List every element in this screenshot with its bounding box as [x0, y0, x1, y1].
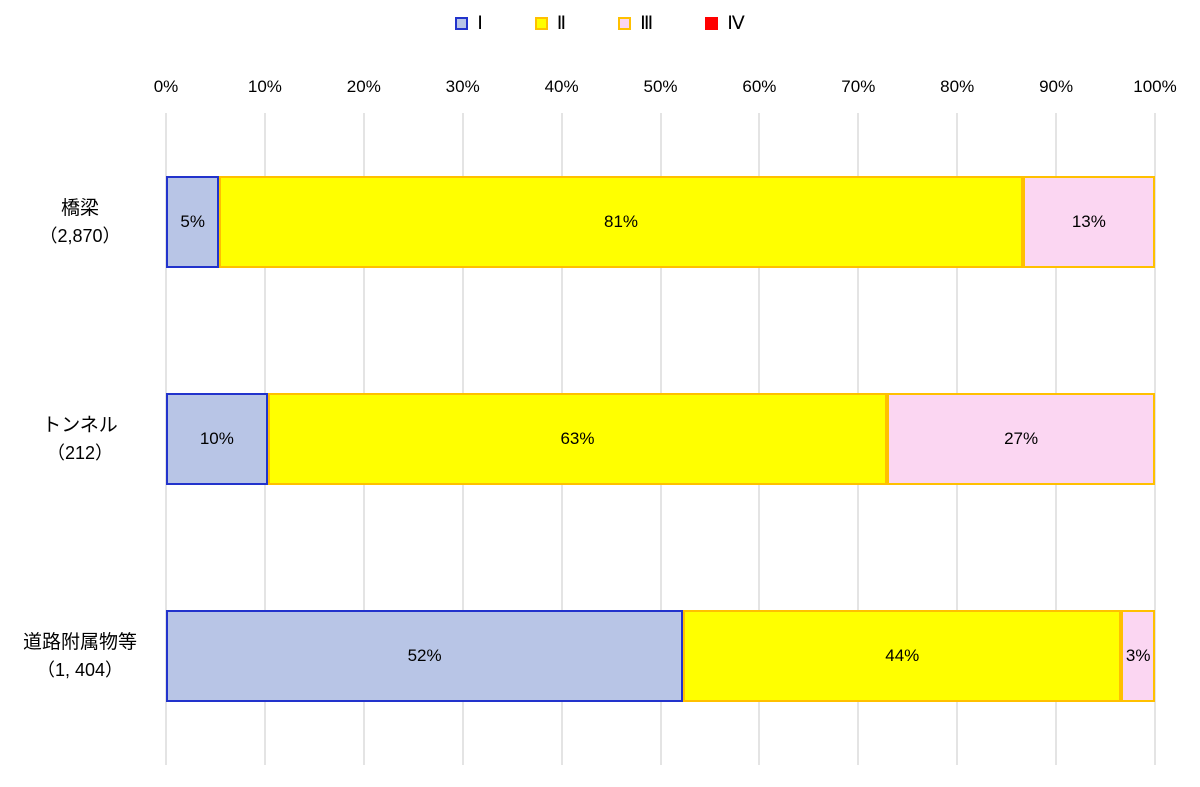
category-name: トンネル [42, 414, 118, 436]
bar-segment-class1: 52% [166, 610, 684, 703]
legend-label: Ⅳ [727, 13, 745, 34]
legend-label: Ⅲ [640, 13, 654, 34]
legend-swatch-pink-icon [618, 17, 632, 30]
x-axis-tick: 100% [1133, 77, 1177, 96]
bar-rows: 5% 81% 13% 10% 63% [166, 113, 1156, 765]
bar-segment-class3: 3% [1121, 610, 1155, 703]
x-axis-tick: 20% [346, 77, 381, 96]
segment-value-label: 44% [885, 646, 920, 666]
chart-legend: Ⅰ Ⅱ Ⅲ Ⅳ [0, 14, 1200, 33]
x-axis-tick: 40% [544, 77, 579, 96]
bar-segment-class3: 13% [1022, 175, 1155, 268]
legend-item-3: Ⅲ [618, 14, 653, 33]
category-count: （212） [46, 442, 114, 463]
x-axis-tick: 10% [247, 77, 282, 96]
bar-row-tunnels: 10% 63% 27% [166, 330, 1156, 547]
bar-row-bridges: 5% 81% 13% [166, 113, 1155, 330]
category-label-road-attachments: 道路附属物等 （1, 404） [0, 548, 160, 765]
segment-value-label: 10% [199, 428, 234, 448]
category-labels: 橋梁 （2,870） トンネル （212） 道路附属物等 （1, 404） [0, 113, 160, 765]
legend-swatch-blue-icon [455, 17, 469, 30]
legend-item-2: Ⅱ [534, 13, 567, 34]
plot-area: 5% 81% 13% 10% 63% [165, 113, 1156, 765]
category-name: 道路附属物等 [22, 632, 137, 654]
legend-item-1: Ⅰ [455, 14, 483, 33]
legend-swatch-yellow-icon [534, 17, 548, 30]
segment-value-label: 3% [1125, 646, 1151, 666]
category-count: （2,870） [39, 225, 121, 246]
x-axis-tick: 30% [445, 77, 480, 96]
legend-label: Ⅱ [556, 13, 567, 34]
bar-segment-class2: 63% [267, 392, 888, 485]
category-label-tunnels: トンネル （212） [0, 330, 160, 547]
segment-value-label: 63% [560, 428, 595, 448]
segment-value-label: 5% [180, 211, 205, 231]
stacked-bar: 52% 44% 3% [166, 610, 1155, 703]
stacked-bar: 10% 63% 27% [166, 392, 1156, 485]
legend-label: Ⅰ [477, 13, 483, 34]
bar-segment-class1: 5% [166, 175, 220, 268]
x-axis-tick: 60% [742, 77, 777, 96]
segment-value-label: 27% [1004, 428, 1039, 448]
x-axis-tick: 50% [643, 77, 678, 96]
x-axis-tick: 0% [153, 77, 179, 96]
legend-swatch-red-icon [705, 17, 719, 30]
stacked-bar: 5% 81% 13% [166, 175, 1155, 268]
segment-value-label: 81% [604, 211, 639, 231]
bar-segment-class2: 44% [683, 610, 1122, 703]
legend-item-4: Ⅳ [705, 14, 745, 33]
bar-segment-class2: 81% [219, 175, 1023, 268]
bar-segment-class3: 27% [887, 392, 1156, 485]
category-label-bridges: 橋梁 （2,870） [0, 113, 160, 330]
segment-value-label: 13% [1071, 211, 1106, 231]
bar-row-road-attachments: 52% 44% 3% [166, 548, 1155, 765]
category-name: 橋梁 [60, 197, 99, 219]
bar-segment-class1: 10% [166, 392, 268, 485]
category-count: （1, 404） [36, 660, 124, 681]
x-axis-tick: 70% [841, 77, 876, 96]
x-axis-tick: 80% [940, 77, 975, 96]
x-axis: 0% 10% 20% 30% 40% 50% 60% 70% 80% 90% 1… [154, 77, 1177, 99]
x-axis-tick: 90% [1039, 77, 1074, 96]
segment-value-label: 52% [407, 646, 442, 666]
